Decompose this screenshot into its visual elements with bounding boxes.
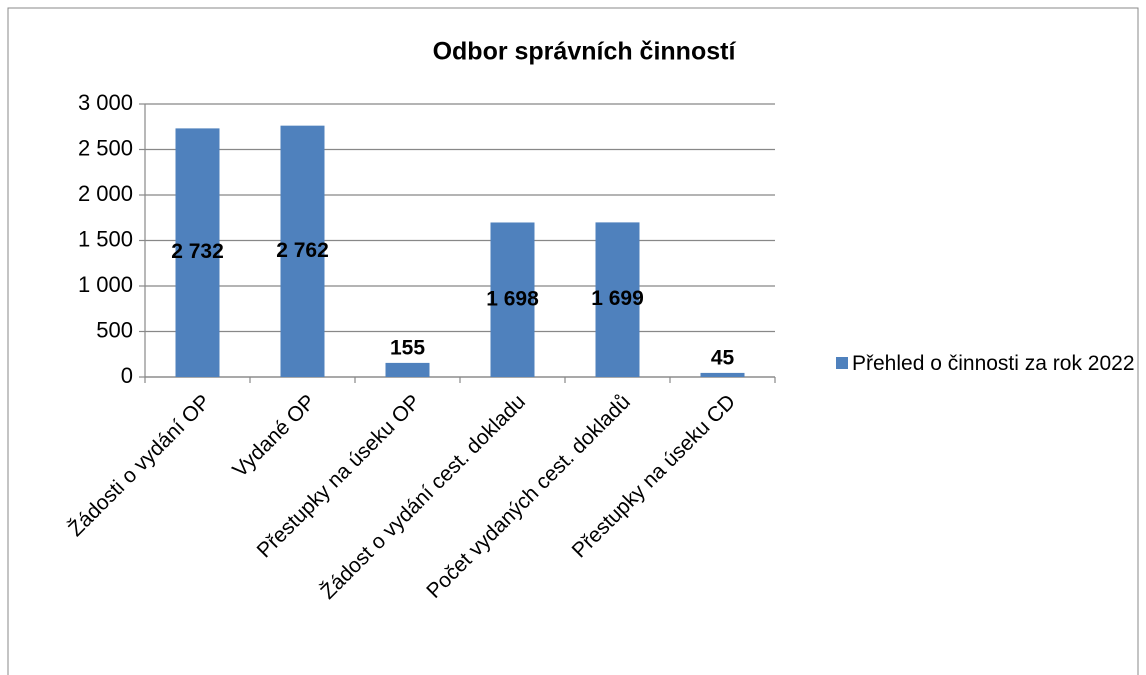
data-label: 2 762 (276, 239, 329, 262)
legend-swatch (836, 357, 848, 369)
bar (595, 222, 640, 377)
data-label: 1 699 (591, 287, 644, 310)
x-tick-label: Vydané OP (228, 390, 320, 482)
data-label: 45 (711, 346, 735, 369)
y-tick-label: 3 000 (78, 90, 133, 115)
y-tick-label: 2 500 (78, 135, 133, 160)
chart-title: Odbor správních činností (433, 38, 737, 66)
legend-label: Přehled o činnosti za rok 2022 (852, 352, 1135, 375)
x-tick-label: Počet vydaných cest. dokladů (422, 390, 635, 603)
y-tick-label: 2 000 (78, 181, 133, 206)
data-label: 1 698 (486, 287, 539, 310)
data-label: 155 (390, 336, 425, 359)
y-tick-label: 500 (96, 317, 133, 342)
y-tick-label: 1 500 (78, 226, 133, 251)
data-label: 2 732 (171, 240, 224, 263)
bar (385, 362, 430, 377)
y-tick-label: 0 (121, 363, 133, 388)
bar (490, 222, 535, 377)
x-tick-label: Žádost o vydání cest. dokladu (316, 390, 530, 604)
chart-frame (7, 7, 1139, 675)
y-tick-label: 1 000 (78, 272, 133, 297)
legend: Přehled o činnosti za rok 2022 (836, 350, 1136, 377)
bar (700, 372, 745, 377)
bar (175, 128, 220, 377)
bar (280, 125, 325, 378)
x-tick-label: Žádosti o vydání OP (64, 390, 215, 541)
